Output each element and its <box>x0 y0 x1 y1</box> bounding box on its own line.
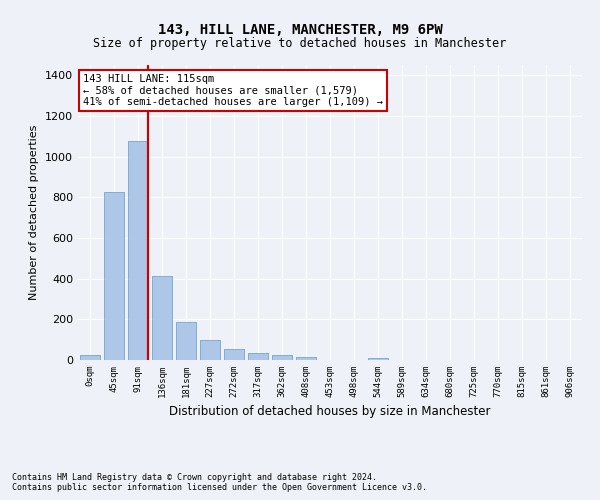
Text: Size of property relative to detached houses in Manchester: Size of property relative to detached ho… <box>94 38 506 51</box>
Bar <box>248 353 268 360</box>
Bar <box>368 358 388 360</box>
Text: 143 HILL LANE: 115sqm
← 58% of detached houses are smaller (1,579)
41% of semi-d: 143 HILL LANE: 115sqm ← 58% of detached … <box>83 74 383 107</box>
Bar <box>272 355 292 360</box>
Bar <box>104 192 124 360</box>
Bar <box>200 340 220 360</box>
Bar <box>368 358 388 360</box>
Text: 143, HILL LANE, MANCHESTER, M9 6PW: 143, HILL LANE, MANCHESTER, M9 6PW <box>158 22 442 36</box>
Text: Contains HM Land Registry data © Crown copyright and database right 2024.: Contains HM Land Registry data © Crown c… <box>12 474 377 482</box>
Bar <box>224 349 244 360</box>
Text: Contains public sector information licensed under the Open Government Licence v3: Contains public sector information licen… <box>12 484 427 492</box>
Bar <box>272 355 292 360</box>
Bar <box>296 357 316 360</box>
Bar <box>176 322 196 360</box>
Bar <box>224 349 244 360</box>
Bar <box>80 355 100 360</box>
Bar <box>200 340 220 360</box>
Bar <box>176 322 196 360</box>
Bar <box>248 353 268 360</box>
Y-axis label: Number of detached properties: Number of detached properties <box>29 125 40 300</box>
Bar <box>152 276 172 360</box>
Bar <box>80 355 100 360</box>
Bar <box>104 192 124 360</box>
Bar <box>128 142 148 360</box>
X-axis label: Distribution of detached houses by size in Manchester: Distribution of detached houses by size … <box>169 406 491 418</box>
Bar <box>152 276 172 360</box>
Bar <box>128 142 148 360</box>
Bar <box>296 357 316 360</box>
